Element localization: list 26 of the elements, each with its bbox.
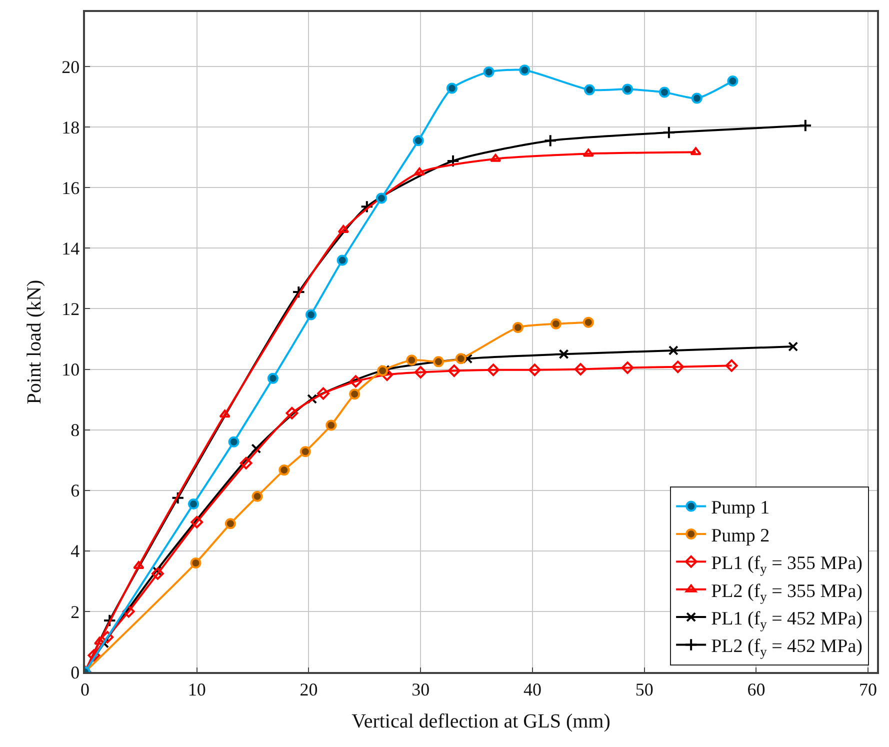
legend-label: PL2 (f$_{y}$ = 355 MPa) bbox=[711, 580, 862, 604]
y-tick-label: 10 bbox=[62, 360, 80, 380]
y-tick-label: 2 bbox=[70, 602, 80, 622]
x-tick-label: 30 bbox=[412, 679, 430, 700]
legend-label: Pump 1 bbox=[711, 498, 770, 519]
y-tick-label: 0 bbox=[70, 662, 80, 682]
x-tick-label: 10 bbox=[188, 679, 206, 700]
y-tick-label: 18 bbox=[62, 117, 80, 138]
y-tick-label: 20 bbox=[62, 56, 80, 77]
x-axis-title: Vertical deflection at GLS (mm) bbox=[352, 710, 610, 732]
x-tick-label: 20 bbox=[300, 679, 318, 700]
y-tick-label: 14 bbox=[62, 238, 80, 258]
y-tick-label: 12 bbox=[62, 299, 80, 319]
y-tick-label: 6 bbox=[70, 480, 80, 501]
y-tick-label: 8 bbox=[70, 420, 80, 440]
legend-label: PL2 (f$_{y}$ = 452 MPa) bbox=[711, 636, 862, 660]
x-tick-label: 40 bbox=[523, 679, 542, 700]
x-tick-label: 70 bbox=[859, 679, 878, 700]
y-tick-label: 16 bbox=[62, 178, 80, 198]
legend-label: PL1 (f$_{y}$ = 452 MPa) bbox=[711, 608, 862, 632]
y-axis-title: Point load (kN) bbox=[24, 280, 46, 404]
y-tick-label: 4 bbox=[70, 541, 80, 562]
x-tick-label: 60 bbox=[747, 679, 766, 700]
legend-label: PL1 (f$_{y}$ = 355 MPa) bbox=[711, 553, 862, 576]
x-tick-label: 50 bbox=[635, 679, 654, 700]
legend-label: Pump 2 bbox=[711, 525, 770, 546]
